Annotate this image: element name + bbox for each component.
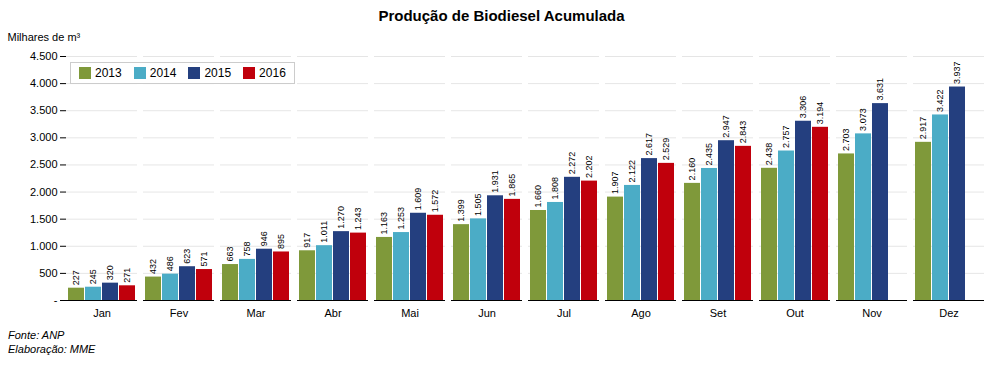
svg-text:1.907: 1.907 [610,172,620,195]
svg-text:227: 227 [71,270,81,285]
svg-text:1.399: 1.399 [456,199,466,222]
svg-text:3.422: 3.422 [935,89,945,112]
svg-text:432: 432 [148,259,158,274]
svg-text:Milhares de m³: Milhares de m³ [8,31,81,43]
svg-text:Out: Out [786,307,804,319]
svg-text:895: 895 [276,234,286,249]
svg-text:1.931: 1.931 [490,170,500,193]
svg-text:2.617: 2.617 [644,133,654,156]
svg-text:2.917: 2.917 [918,117,928,140]
svg-text:1.660: 1.660 [533,185,543,208]
svg-text:4.500: 4.500 [30,50,58,62]
svg-text:1.609: 1.609 [413,188,423,211]
svg-text:-: - [54,294,58,306]
svg-text:1.505: 1.505 [473,193,483,216]
html-text:2014: 2014 [149,66,177,80]
svg-text:946: 946 [259,231,269,246]
svg-text:2.122: 2.122 [627,160,637,183]
svg-text:1.011: 1.011 [319,221,329,243]
svg-text:2.160: 2.160 [687,158,697,181]
svg-text:1.808: 1.808 [550,177,560,200]
svg-text:1.865: 1.865 [507,174,517,197]
svg-text:3.500: 3.500 [30,104,58,116]
svg-text:Mai: Mai [401,307,419,319]
svg-text:663: 663 [225,247,235,262]
svg-text:1.253: 1.253 [396,207,406,230]
svg-text:Jan: Jan [93,307,111,319]
html-text:Elaboração: MME: Elaboração: MME [8,343,96,355]
svg-text:320: 320 [105,265,115,280]
svg-text:758: 758 [242,241,252,256]
svg-text:Jun: Jun [478,307,496,319]
svg-text:2.529: 2.529 [661,138,671,161]
html-text:2015: 2015 [204,66,232,80]
svg-text:571: 571 [199,252,209,267]
svg-text:Jul: Jul [557,307,571,319]
svg-text:623: 623 [182,249,192,264]
svg-text:245: 245 [88,269,98,284]
svg-text:3.194: 3.194 [815,102,825,125]
svg-text:500: 500 [39,267,57,279]
svg-text:2.272: 2.272 [567,152,577,175]
svg-text:Fev: Fev [170,307,189,319]
svg-text:2.500: 2.500 [30,158,58,170]
svg-text:2.703: 2.703 [841,128,851,151]
svg-text:2.000: 2.000 [30,186,58,198]
svg-text:2.843: 2.843 [738,121,748,144]
svg-text:1.270: 1.270 [336,206,346,229]
svg-text:Set: Set [710,307,727,319]
svg-text:2.435: 2.435 [704,143,714,166]
svg-text:2.757: 2.757 [781,125,791,148]
svg-text:3.306: 3.306 [798,96,808,119]
svg-text:3.000: 3.000 [30,131,58,143]
svg-text:2.438: 2.438 [764,143,774,166]
svg-text:917: 917 [302,233,312,248]
svg-text:Dez: Dez [939,307,959,319]
svg-text:1.163: 1.163 [379,212,389,235]
svg-text:486: 486 [165,256,175,271]
svg-text:2.202: 2.202 [584,156,594,179]
html-text:2013: 2013 [95,66,122,80]
svg-text:3.631: 3.631 [875,78,885,101]
svg-text:1.000: 1.000 [30,240,58,252]
svg-text:1.500: 1.500 [30,213,58,225]
svg-text:Abr: Abr [324,307,341,319]
svg-text:3.073: 3.073 [858,108,868,131]
svg-text:Nov: Nov [862,307,882,319]
svg-text:Ago: Ago [631,307,651,319]
html-text:Produção de Biodiesel Acumulad: Produção de Biodiesel Acumulada [378,7,625,24]
svg-text:4.000: 4.000 [30,77,58,89]
svg-text:3.937: 3.937 [952,61,962,84]
svg-text:1.572: 1.572 [430,190,440,213]
svg-text:1.243: 1.243 [353,208,363,231]
svg-text:271: 271 [122,268,132,283]
svg-text:Mar: Mar [247,307,266,319]
html-text:Fonte: ANP: Fonte: ANP [8,329,65,341]
svg-text:2.947: 2.947 [721,115,731,138]
html-text:2016: 2016 [259,66,286,80]
